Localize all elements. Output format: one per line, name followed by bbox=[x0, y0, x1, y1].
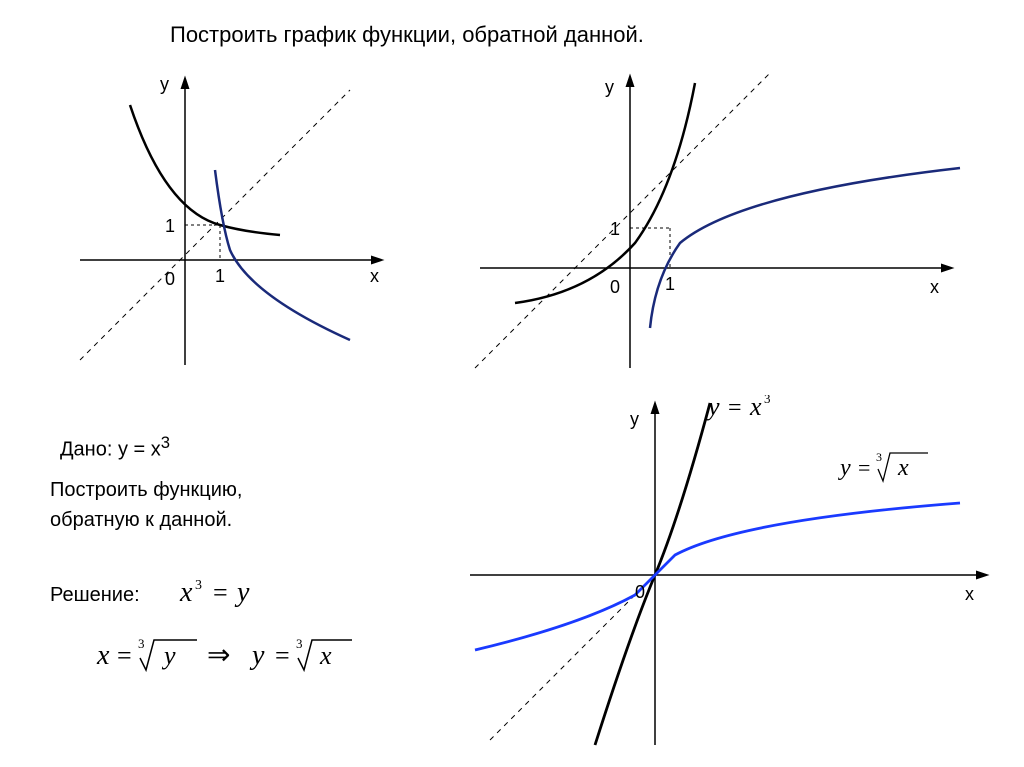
x-axis-label: x bbox=[965, 584, 974, 604]
svg-text:3: 3 bbox=[195, 578, 202, 593]
solution-label: Решение: bbox=[50, 580, 140, 610]
solution-eq1: x 3 = y bbox=[175, 573, 315, 613]
curve-cuberoot bbox=[475, 503, 960, 650]
svg-text:3: 3 bbox=[764, 395, 771, 406]
svg-text:3: 3 bbox=[138, 636, 145, 651]
svg-text:x: x bbox=[749, 395, 762, 421]
svg-text:x: x bbox=[319, 641, 332, 670]
svg-text:y: y bbox=[249, 640, 265, 671]
x-axis-label: x bbox=[930, 277, 939, 297]
tick-y-label: 1 bbox=[610, 219, 620, 239]
x-axis-label: x bbox=[370, 266, 379, 286]
origin-label: 0 bbox=[165, 269, 175, 289]
svg-text:=: = bbox=[728, 395, 742, 421]
y-axis-label: y bbox=[160, 74, 169, 94]
svg-text:y: y bbox=[838, 455, 851, 481]
tick-x-label: 1 bbox=[665, 274, 675, 294]
eq-x-cubed: y = x 3 bbox=[705, 395, 771, 421]
svg-text:x: x bbox=[179, 577, 193, 608]
diagonal-line bbox=[475, 73, 770, 368]
curve-inverse bbox=[215, 170, 350, 340]
svg-text:=: = bbox=[858, 455, 870, 480]
svg-text:=: = bbox=[275, 641, 290, 670]
task-text: Построить функцию, обратную к данной. bbox=[50, 475, 330, 535]
svg-text:=: = bbox=[117, 641, 132, 670]
curve-x-cubed bbox=[595, 403, 710, 745]
chart-3: y x 0 y = x 3 y = 3 x bbox=[460, 395, 1000, 755]
origin-label: 0 bbox=[610, 277, 620, 297]
svg-text:=: = bbox=[213, 578, 228, 607]
svg-text:3: 3 bbox=[296, 636, 303, 651]
svg-text:⇒: ⇒ bbox=[207, 640, 230, 671]
eq-cuberoot: y = 3 x bbox=[838, 450, 928, 481]
svg-text:y: y bbox=[234, 577, 250, 608]
svg-text:y: y bbox=[161, 641, 176, 670]
diagonal-line bbox=[490, 575, 655, 740]
svg-text:x: x bbox=[897, 455, 909, 481]
chart-1: y x 0 1 1 bbox=[70, 70, 400, 370]
svg-text:3: 3 bbox=[876, 450, 882, 464]
y-axis-label: y bbox=[630, 409, 639, 429]
origin-label: 0 bbox=[635, 582, 645, 602]
given-text: Дано: у = х3 bbox=[60, 430, 170, 465]
tick-x-label: 1 bbox=[215, 266, 225, 286]
curve-original bbox=[515, 83, 695, 303]
curve-inverse bbox=[650, 168, 960, 328]
page-title: Построить график функции, обратной данно… bbox=[170, 22, 644, 48]
curve-original bbox=[130, 105, 280, 235]
chart-2: y x 0 1 1 bbox=[470, 68, 970, 378]
solution-eq2: x = 3 y ⇒ y = 3 x bbox=[92, 630, 472, 680]
tick-y-label: 1 bbox=[165, 216, 175, 236]
svg-text:y: y bbox=[705, 395, 720, 421]
svg-text:x: x bbox=[96, 640, 110, 671]
y-axis-label: y bbox=[605, 77, 614, 97]
